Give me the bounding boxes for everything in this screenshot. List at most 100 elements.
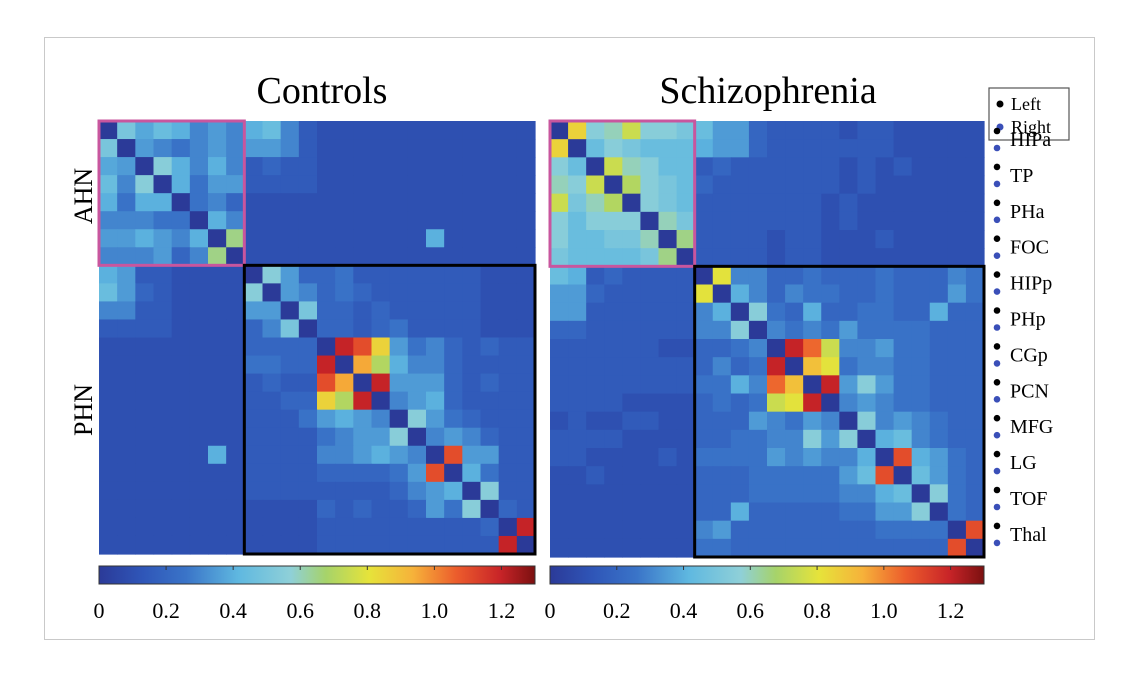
heatmap-cell [803, 248, 822, 267]
heatmap-cell [767, 248, 786, 267]
colorbar-tick-label: 0.6 [286, 598, 314, 623]
heatmap-cell [875, 121, 895, 140]
heatmap-cell [135, 535, 155, 555]
heatmap-cell [676, 121, 696, 140]
heatmap-cell [135, 373, 155, 393]
heatmap-cell [135, 337, 155, 357]
heatmap-cell [135, 283, 155, 303]
heatmap-cell [462, 229, 482, 248]
heatmap-cell [839, 230, 859, 249]
heatmap-cell [444, 535, 463, 555]
heatmap-cell [640, 248, 660, 267]
heatmap-cell [658, 520, 678, 540]
region-label: MFG [1010, 416, 1053, 438]
heatmap-cell [226, 319, 245, 339]
heatmap-cell [353, 463, 373, 483]
heatmap-cell [604, 484, 623, 504]
heatmap-cell [444, 391, 463, 411]
heatmap-cell [694, 230, 714, 249]
heatmap-cell [640, 520, 660, 540]
heatmap-cell [244, 409, 264, 429]
heatmap-cell [658, 448, 678, 467]
heatmap-cell [262, 499, 282, 519]
heatmap-cell [262, 391, 282, 411]
heatmap-cell [911, 284, 931, 304]
heatmap-cell [426, 211, 445, 230]
heatmap-cell [911, 393, 931, 413]
heatmap-cell [335, 121, 354, 140]
heatmap-cell [171, 337, 191, 357]
heatmap-cell [730, 157, 750, 177]
heatmap-cell [676, 357, 696, 376]
heatmap-cell [821, 121, 840, 140]
heatmap-cell [803, 320, 822, 340]
heatmap-cell [586, 193, 605, 213]
heatmap-cell [965, 302, 985, 322]
heatmap-cell [262, 121, 282, 140]
heatmap-cell [857, 466, 877, 485]
heatmap-cell [803, 230, 822, 249]
heatmap-cell [604, 320, 623, 340]
heatmap-cell [208, 517, 227, 537]
region-label: HIPa [1010, 129, 1051, 151]
heatmap-cell [857, 448, 877, 467]
hemisphere-dot-right [993, 180, 1001, 188]
heatmap-cell [444, 193, 463, 212]
legend-box [988, 87, 1070, 141]
heatmap-cell [480, 535, 500, 555]
heatmap-cell [444, 517, 463, 537]
heatmap-cell [965, 375, 985, 395]
heatmap-cell [929, 339, 949, 358]
heatmap-cell [893, 339, 913, 358]
hemisphere-dot-right [993, 324, 1001, 331]
heatmap-cell [462, 265, 482, 284]
heatmap-cell [99, 319, 118, 339]
heatmap-cell [947, 484, 967, 504]
heatmap-cell [604, 139, 623, 158]
heatmap-cell [407, 427, 427, 447]
heatmap-cell [785, 157, 804, 177]
heatmap-cell [857, 284, 877, 304]
heatmap-cell [335, 337, 354, 357]
heatmap-cell [389, 499, 409, 519]
heatmap-cell [586, 502, 605, 522]
heatmap-cell [135, 301, 155, 321]
heatmap-cell [586, 375, 605, 395]
heatmap-cell [730, 411, 750, 431]
heatmap-cell [135, 499, 155, 519]
heatmap-cell [748, 230, 768, 249]
heatmap-cell [803, 502, 822, 522]
heatmap-cell [911, 357, 931, 376]
heatmap-cell [839, 193, 859, 213]
heatmap-cell [785, 266, 804, 286]
heatmap-cell [622, 429, 642, 449]
heatmap-cell [189, 481, 209, 501]
heatmap-cell [462, 193, 482, 212]
heatmap-cell [298, 535, 318, 555]
heatmap-cell [371, 409, 391, 429]
heatmap-cell [730, 520, 750, 540]
heatmap-cell [875, 375, 895, 395]
heatmap-cell [353, 391, 373, 411]
heatmap-cell [767, 121, 786, 140]
heatmap-cell [694, 502, 714, 522]
heatmap-cell [498, 499, 518, 519]
heatmap-cell [676, 502, 696, 522]
heatmap-cell [550, 339, 569, 358]
hemisphere-dot-right [993, 252, 1001, 259]
heatmap-cell [516, 265, 536, 284]
heatmap-cell [640, 230, 660, 249]
heatmap-cell [153, 409, 173, 429]
heatmap-cell [622, 266, 642, 286]
heatmap-cell [244, 175, 264, 194]
heatmap-cell [99, 445, 118, 465]
heatmap-cell [444, 337, 463, 357]
heatmap-cell [189, 427, 209, 447]
heatmap-cell [712, 193, 732, 213]
heatmap-cell [694, 520, 714, 540]
heatmap-cell [658, 357, 678, 376]
heatmap-cell [785, 393, 804, 413]
heatmap-cell [857, 193, 877, 213]
heatmap-cell [586, 411, 605, 431]
heatmap-cell [604, 357, 623, 376]
